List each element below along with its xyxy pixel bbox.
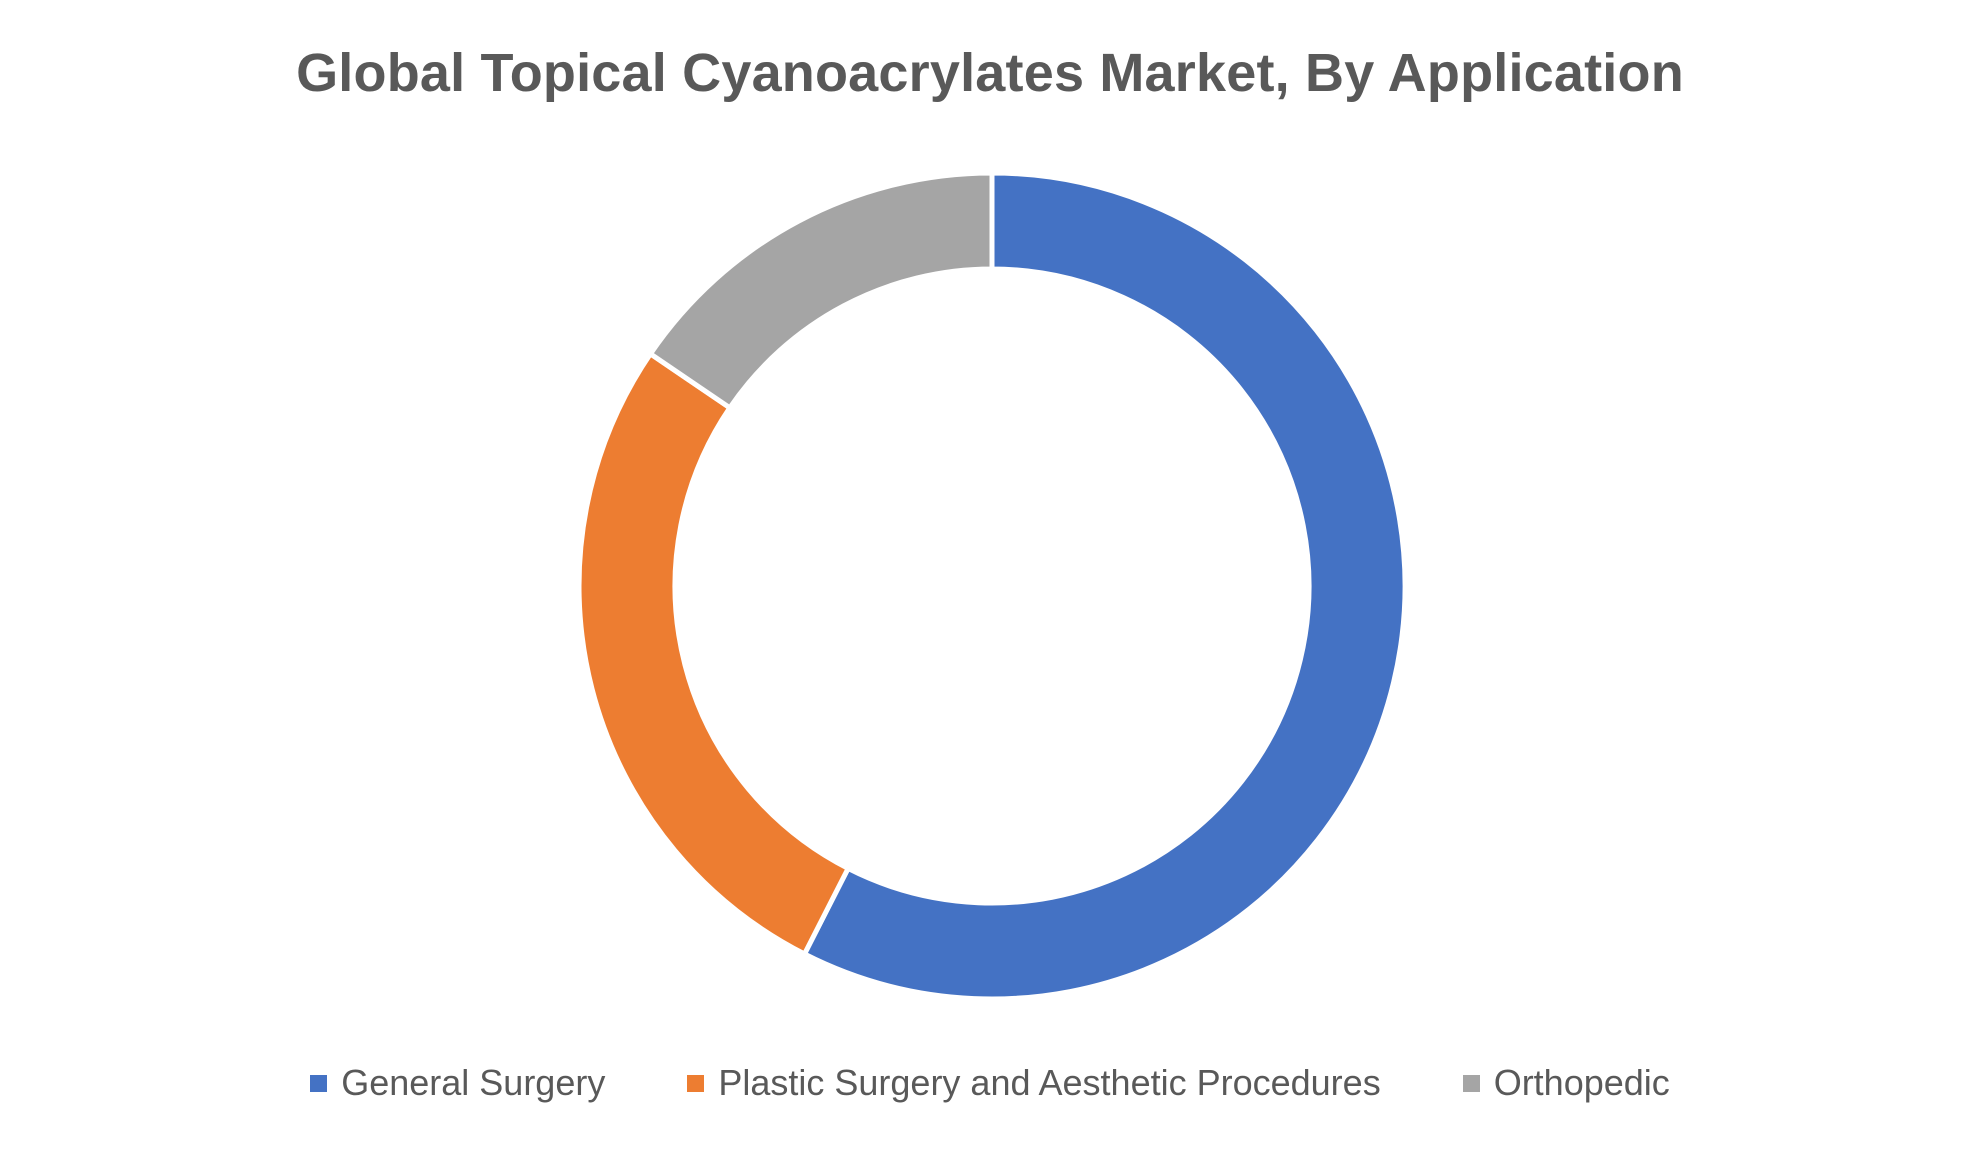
chart-legend: General Surgery Plastic Surgery and Aest…: [0, 1062, 1980, 1104]
legend-item-general-surgery: General Surgery: [310, 1062, 605, 1104]
donut-slice-plastic-surgery-and-aesthetic-procedures: [576, 350, 852, 958]
chart-title: Global Topical Cyanoacrylates Market, By…: [296, 43, 1684, 103]
legend-swatch-orthopedic: [1462, 1074, 1480, 1092]
legend-item-plastic-surgery: Plastic Surgery and Aesthetic Procedures: [687, 1062, 1381, 1104]
legend-swatch-plastic-surgery: [687, 1074, 705, 1092]
donut-slice-orthopedic: [646, 170, 995, 412]
legend-swatch-general-surgery: [310, 1074, 328, 1092]
donut-slice-general-surgery: [801, 170, 1408, 1002]
legend-label-plastic-surgery: Plastic Surgery and Aesthetic Procedures: [718, 1062, 1381, 1103]
legend-label-orthopedic: Orthopedic: [1493, 1062, 1670, 1103]
legend-item-orthopedic: Orthopedic: [1462, 1062, 1670, 1104]
legend-label-general-surgery: General Surgery: [341, 1062, 606, 1103]
